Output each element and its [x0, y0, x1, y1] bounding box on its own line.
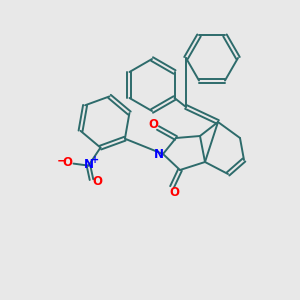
Text: O: O [92, 175, 103, 188]
Text: N: N [83, 158, 94, 171]
Text: N: N [154, 148, 164, 160]
Text: −: − [56, 154, 67, 167]
Text: +: + [92, 154, 100, 165]
Text: O: O [169, 185, 179, 199]
Text: O: O [148, 118, 158, 130]
Text: O: O [62, 156, 73, 169]
